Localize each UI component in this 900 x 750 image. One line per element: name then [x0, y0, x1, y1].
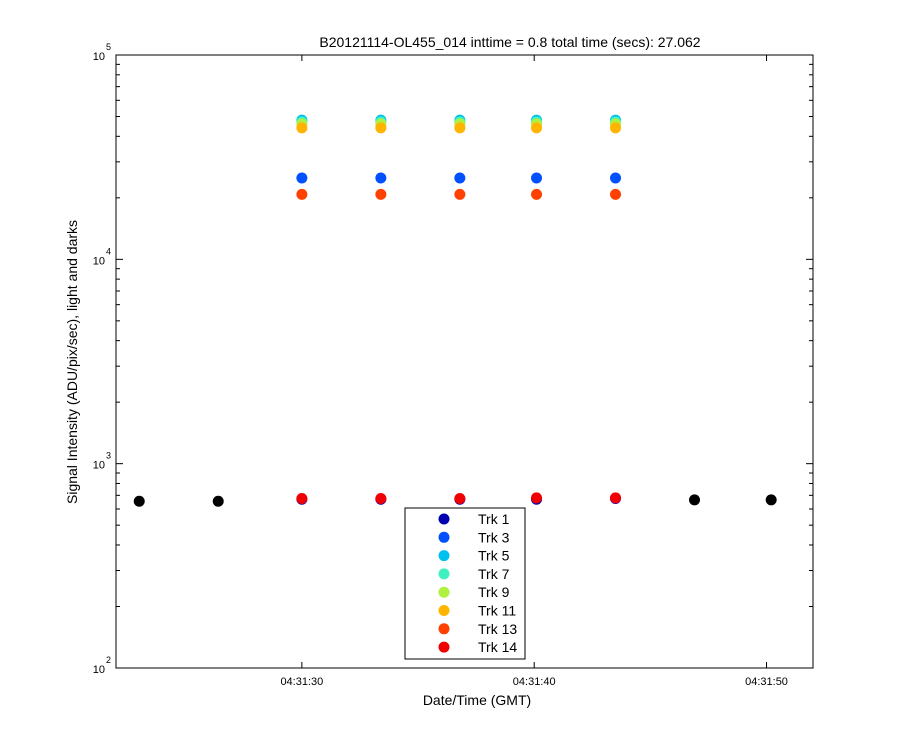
legend-marker: [438, 513, 450, 525]
x-tick-label: 04:31:50: [745, 676, 788, 688]
legend-marker: [438, 586, 450, 598]
legend-label: Trk 1: [478, 511, 510, 527]
data-point-trk-3: [296, 172, 308, 184]
y-tick-label-exponent: 4: [106, 246, 111, 256]
legend: Trk 1 Trk 3 Trk 5 Trk 7 Trk 9 Trk 11 Trk 13 Trk…: [404, 507, 526, 660]
y-tick-label-base: 10: [93, 664, 105, 676]
legend-label: Trk 7: [478, 566, 510, 582]
legend-label: Trk 14: [478, 639, 517, 655]
y-axis-label: Signal Intensity (ADU/pix/sec), light an…: [64, 220, 80, 504]
legend-label: Trk 13: [478, 621, 517, 637]
data-point-trk-11: [454, 122, 466, 134]
legend-marker: [438, 623, 450, 635]
legend-box: [404, 507, 526, 660]
data-point-trk-11: [296, 122, 308, 134]
x-axis-label: Date/Time (GMT): [423, 692, 531, 708]
legend-label: Trk 11: [478, 603, 516, 619]
y-tick-label-base: 10: [93, 255, 105, 267]
y-tick-label-base: 10: [93, 460, 105, 472]
data-point-trk-3: [375, 172, 387, 184]
legend-marker: [438, 641, 450, 653]
data-point-trk-14: [296, 493, 308, 505]
data-point-trk-13: [296, 188, 308, 200]
data-point-trk-14: [454, 493, 466, 505]
data-point-trk-13: [610, 188, 622, 200]
legend-marker: [438, 605, 450, 616]
y-tick-label-base: 10: [93, 51, 105, 63]
data-point-trk-3: [531, 172, 543, 184]
data-point-trk-13: [375, 188, 387, 200]
chart-title: B20121114-OL455_014 inttime = 0.8 total …: [319, 34, 700, 50]
legend-marker: [438, 550, 450, 562]
data-point-trk-14: [375, 493, 387, 505]
data-point-dark: [689, 494, 701, 506]
data-point-trk-11: [610, 122, 622, 134]
data-point-dark: [765, 494, 777, 506]
x-tick-label: 04:31:30: [280, 676, 323, 688]
data-point-trk-13: [454, 188, 466, 200]
data-point-trk-3: [610, 172, 622, 184]
data-point-trk-3: [454, 172, 466, 184]
data-point-trk-11: [531, 122, 543, 134]
x-tick-label: 04:31:40: [513, 676, 556, 688]
legend-marker: [438, 568, 450, 580]
y-tick-label-exponent: 2: [106, 655, 111, 665]
data-point-dark: [133, 495, 145, 507]
data-point-trk-14: [531, 492, 543, 504]
legend-marker: [438, 531, 450, 543]
data-point-trk-13: [531, 188, 543, 200]
y-tick-label-exponent: 5: [106, 42, 111, 52]
data-points: [133, 114, 777, 507]
data-point-dark: [212, 495, 224, 507]
data-point-trk-11: [375, 122, 387, 134]
legend-label: Trk 3: [478, 529, 510, 545]
y-tick-label-exponent: 3: [106, 451, 111, 461]
data-point-trk-14: [610, 492, 622, 504]
legend-label: Trk 9: [478, 584, 510, 600]
legend-label: Trk 5: [478, 548, 510, 564]
